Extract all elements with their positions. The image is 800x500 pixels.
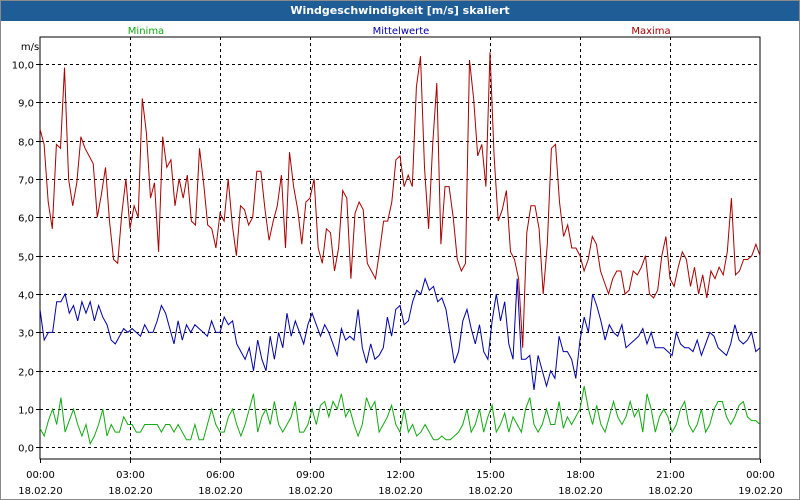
x-tick-labels: 00:00 18.02.20 03:00 18.02.20 06:00 18.02.20 0… [18,470,783,497]
y-axis-unit-label: m/s [21,42,39,53]
x-tick-date-label: 18.02.20 [288,486,333,497]
y-tick-label: 3,0 [18,329,34,340]
chart-title: Windgeschwindigkeit [m/s] skaliert [290,4,510,17]
y-tick-label: 9,0 [18,99,34,110]
x-tick-time-label: 18:00 [566,470,595,481]
y-tick-label: 1,0 [18,406,34,417]
x-tick-date-label: 18.02.20 [378,486,423,497]
x-tick-date-label: 19.02.20 [738,486,783,497]
y-tick-label: 2,0 [18,368,34,379]
y-tick-label: 8,0 [18,138,34,149]
x-tick-time-label: 00:00 [26,470,55,481]
y-tick-label: 5,0 [18,253,34,264]
y-tick-label: 4,0 [18,291,34,302]
x-tick-time-label: 12:00 [386,470,415,481]
x-tick-date-label: 18.02.20 [468,486,513,497]
legend-mean: Mittelwerte [373,26,430,37]
y-tick-labels: 0,0 1,0 2,0 3,0 4,0 5,0 6,0 7,0 8,0 9,0 10,0 [12,61,34,455]
x-tick-time-label: 15:00 [476,470,505,481]
y-tick-label: 10,0 [12,61,34,72]
legend: Minima Mittelwerte Maxima [128,26,671,37]
axes [36,36,761,463]
x-tick-date-label: 18.02.20 [108,486,153,497]
legend-max: Maxima [631,26,670,37]
legend-min: Minima [128,26,164,37]
y-tick-label: 0,0 [18,444,34,455]
x-tick-date-label: 18.02.20 [648,486,693,497]
series-line-mean [39,277,761,390]
x-tick-time-label: 00:00 [746,470,775,481]
grid-lines [40,37,760,459]
x-tick-time-label: 09:00 [296,470,325,481]
x-tick-time-label: 06:00 [206,470,235,481]
x-tick-time-label: 03:00 [116,470,145,481]
x-tick-time-label: 21:00 [656,470,685,481]
y-tick-label: 7,0 [18,176,34,187]
series-line-max [39,52,761,348]
series-line-min [39,386,761,446]
title-bar: Windgeschwindigkeit [m/s] skaliert [1,1,799,21]
x-tick-date-label: 18.02.20 [18,486,63,497]
x-tick-date-label: 18.02.20 [198,486,243,497]
x-tick-date-label: 18.02.20 [558,486,603,497]
series-lines [39,52,761,446]
y-tick-label: 6,0 [18,214,34,225]
